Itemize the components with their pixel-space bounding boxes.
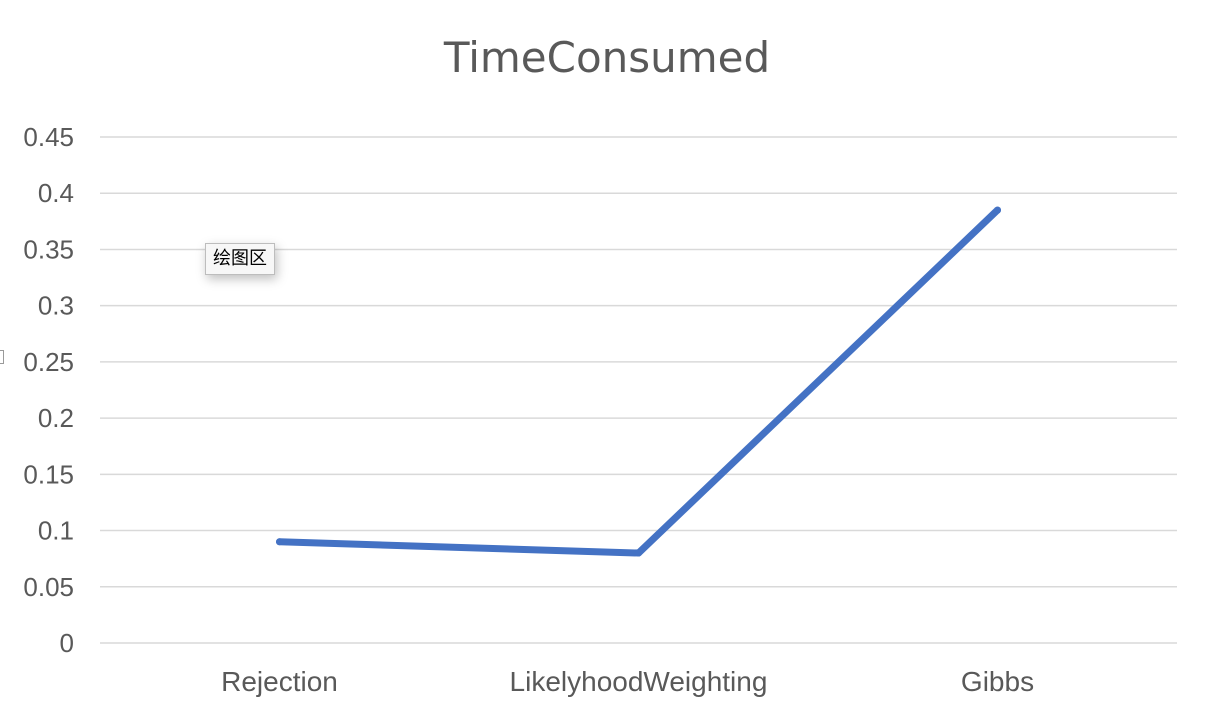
plot-area-tooltip: 绘图区 [205,243,275,275]
plot-series[interactable] [276,206,1001,557]
y-tick-label: 0.2 [38,403,74,433]
y-tick-label: 0.45 [23,122,74,152]
x-category-label: LikelyhoodWeighting [510,666,768,697]
y-axis-tick-labels: 0 0.05 0.1 0.15 0.2 0.25 0.3 0.35 0.4 0.45 [23,122,74,658]
y-tick-label: 0.25 [23,347,74,377]
x-category-label: Rejection [221,666,338,697]
y-tick-label: 0.05 [23,572,74,602]
chart-title: TimeConsumed [443,33,770,82]
gridlines [100,136,1177,644]
y-tick-label: 0.15 [23,459,74,489]
x-axis-category-labels: Rejection LikelyhoodWeighting Gibbs [221,666,1034,697]
series-line[interactable] [276,206,1001,557]
data-point[interactable] [276,538,283,546]
data-point[interactable] [994,206,1001,214]
y-tick-label: 0.4 [38,178,74,208]
data-point[interactable] [635,549,642,557]
resize-handle[interactable] [0,350,4,364]
y-tick-label: 0 [60,628,74,658]
y-tick-label: 0.1 [38,516,74,546]
x-category-label: Gibbs [961,666,1034,697]
y-tick-label: 0.35 [23,234,74,264]
y-tick-label: 0.3 [38,291,74,321]
